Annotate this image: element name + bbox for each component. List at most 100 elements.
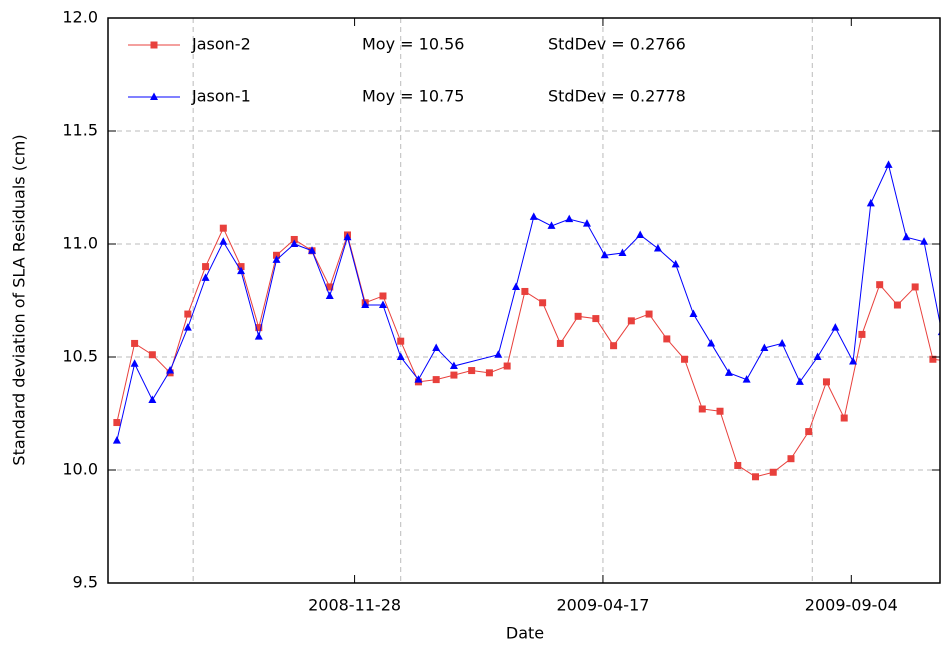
legend-stat: StdDev = 0.2778 bbox=[548, 87, 686, 106]
marker bbox=[752, 473, 760, 481]
marker bbox=[237, 263, 245, 271]
y-tick-label: 12.0 bbox=[62, 8, 98, 27]
marker bbox=[742, 375, 751, 383]
marker bbox=[698, 405, 706, 413]
marker bbox=[574, 312, 582, 320]
marker bbox=[150, 41, 158, 49]
marker bbox=[378, 300, 387, 309]
y-tick-label: 11.5 bbox=[62, 121, 98, 140]
marker bbox=[884, 160, 893, 168]
marker bbox=[397, 337, 405, 345]
marker bbox=[831, 323, 840, 331]
legend-stat: Moy = 10.56 bbox=[362, 35, 464, 54]
marker bbox=[849, 357, 858, 365]
marker bbox=[273, 251, 281, 259]
marker bbox=[565, 214, 574, 223]
series-line bbox=[116, 226, 940, 478]
y-tick-label: 11.0 bbox=[62, 234, 98, 253]
marker bbox=[485, 369, 493, 377]
marker bbox=[254, 332, 263, 340]
marker bbox=[529, 212, 538, 220]
marker bbox=[760, 343, 769, 351]
marker bbox=[866, 198, 875, 207]
marker bbox=[663, 335, 671, 343]
marker bbox=[893, 301, 901, 309]
marker bbox=[131, 339, 139, 347]
marker bbox=[805, 428, 813, 436]
x-axis-label: Date bbox=[506, 624, 544, 643]
marker bbox=[432, 376, 440, 384]
y-tick-label: 9.5 bbox=[73, 573, 98, 592]
marker bbox=[290, 239, 299, 247]
marker bbox=[547, 221, 556, 229]
marker bbox=[255, 324, 263, 332]
marker bbox=[787, 455, 795, 463]
marker bbox=[414, 375, 423, 383]
marker bbox=[681, 355, 689, 363]
marker bbox=[450, 371, 458, 379]
marker bbox=[494, 350, 503, 358]
marker bbox=[689, 309, 698, 318]
marker bbox=[432, 343, 441, 351]
marker bbox=[166, 366, 175, 374]
marker bbox=[610, 342, 618, 350]
marker bbox=[237, 266, 246, 275]
marker bbox=[734, 461, 742, 469]
marker bbox=[858, 330, 866, 338]
plot-area bbox=[112, 160, 940, 481]
marker bbox=[769, 468, 777, 476]
legend-stat: StdDev = 0.2766 bbox=[548, 35, 686, 54]
marker bbox=[325, 291, 334, 299]
marker bbox=[148, 395, 157, 403]
marker bbox=[724, 368, 733, 376]
marker bbox=[219, 224, 227, 232]
marker bbox=[130, 359, 139, 367]
marker bbox=[512, 282, 521, 290]
legend-stat: Moy = 10.75 bbox=[362, 87, 464, 106]
marker bbox=[183, 323, 192, 331]
marker bbox=[937, 330, 940, 336]
x-tick-label: 2008-11-28 bbox=[308, 596, 401, 615]
marker bbox=[503, 362, 511, 370]
marker bbox=[521, 287, 529, 295]
marker bbox=[449, 361, 458, 370]
marker bbox=[911, 283, 919, 291]
marker bbox=[202, 263, 210, 271]
marker bbox=[468, 367, 476, 375]
marker bbox=[361, 300, 370, 309]
y-axis-label: Standard deviation of SLA Residuals (cm) bbox=[10, 134, 29, 465]
marker bbox=[778, 338, 787, 347]
marker bbox=[840, 414, 848, 422]
marker bbox=[343, 232, 352, 241]
marker bbox=[113, 419, 121, 427]
x-tick-label: 2009-09-04 bbox=[805, 596, 898, 615]
marker bbox=[929, 355, 937, 363]
marker bbox=[600, 250, 609, 259]
axes: 9.5 10.0 10.5 11.0 11.5 12.0 2008-11-28 2009-04… bbox=[62, 8, 940, 615]
marker bbox=[902, 232, 911, 241]
legend-label: Jason-1 bbox=[191, 87, 251, 106]
marker bbox=[219, 237, 228, 245]
plot-frame bbox=[107, 17, 941, 584]
marker bbox=[822, 378, 830, 386]
marker bbox=[592, 315, 600, 323]
marker bbox=[582, 219, 591, 227]
marker bbox=[876, 281, 884, 289]
marker bbox=[326, 283, 334, 291]
y-tick-label: 10.5 bbox=[62, 347, 98, 366]
marker bbox=[112, 436, 121, 444]
marker bbox=[653, 244, 662, 252]
marker bbox=[645, 310, 653, 318]
marker bbox=[150, 92, 158, 100]
marker bbox=[636, 230, 645, 238]
marker bbox=[201, 273, 210, 281]
marker bbox=[539, 299, 547, 307]
marker bbox=[707, 338, 716, 347]
y-tick-label: 10.0 bbox=[62, 460, 98, 479]
x-tick-label: 2009-04-17 bbox=[556, 596, 649, 615]
marker bbox=[556, 339, 564, 347]
marker bbox=[671, 259, 680, 268]
legend-label: Jason-2 bbox=[191, 35, 251, 54]
marker bbox=[813, 352, 822, 360]
